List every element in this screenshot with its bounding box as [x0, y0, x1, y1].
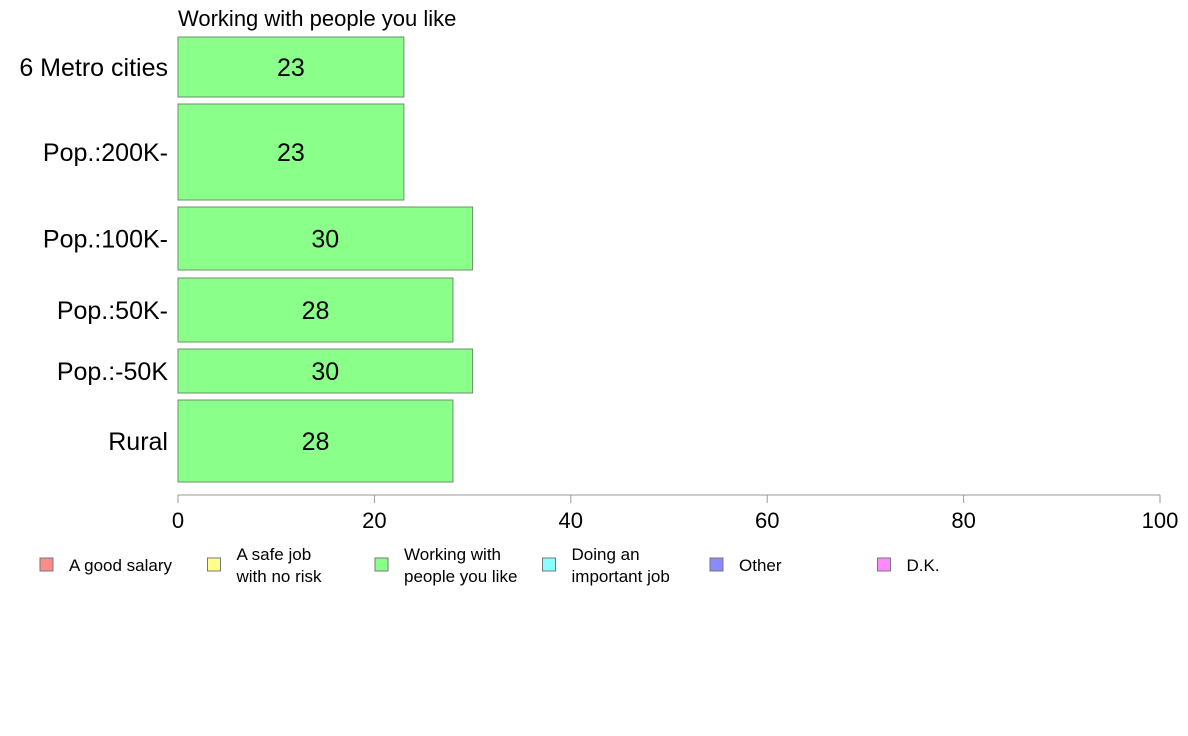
- legend-item-2: Working with people you like: [374, 545, 517, 586]
- data-label-5: 28: [302, 428, 330, 456]
- legend: A good salary A safe job with no risk Worki…: [39, 545, 940, 586]
- chart-title: Working with people you like: [178, 6, 456, 31]
- legend-label-2-0: Working with: [404, 545, 501, 564]
- legend-swatch-1: [207, 557, 221, 572]
- x-tick-label-0: 0: [172, 508, 184, 533]
- x-tick-label-4: 80: [951, 508, 975, 533]
- x-tick-label-2: 40: [559, 508, 583, 533]
- x-tick-label-3: 60: [755, 508, 779, 533]
- data-label-2: 30: [311, 226, 339, 254]
- legend-label-3-1: important job: [572, 567, 670, 586]
- legend-swatch-2: [374, 557, 389, 572]
- legend-label-1-0: A safe job: [237, 545, 312, 564]
- category-label-5: Rural: [108, 428, 168, 456]
- bar-1: [177, 103, 405, 201]
- bars-group: 6 Metro cities 23 Pop.:200K- 23 Pop.:100K- 30…: [19, 36, 474, 483]
- data-label-4: 30: [311, 358, 339, 386]
- bar-2: [177, 206, 474, 271]
- legend-label-1-1: with no risk: [236, 567, 323, 586]
- x-tick-label-1: 20: [362, 508, 386, 533]
- x-tick-label-5: 100: [1142, 508, 1179, 533]
- data-label-0: 23: [277, 54, 305, 82]
- legend-item-4: Other: [709, 556, 782, 575]
- category-label-1: Pop.:200K-: [43, 139, 168, 167]
- legend-swatch-4: [709, 557, 724, 572]
- category-label-4: Pop.:-50K: [57, 358, 169, 386]
- bar-5: [177, 399, 454, 483]
- bar-0: [177, 36, 405, 98]
- bar-3: [177, 277, 454, 343]
- category-label-2: Pop.:100K-: [43, 226, 168, 254]
- legend-item-0: A good salary: [39, 556, 173, 575]
- legend-label-4-0: Other: [739, 556, 782, 575]
- category-label-0: 6 Metro cities: [19, 54, 168, 82]
- bar-4: [177, 348, 474, 394]
- category-label-3: Pop.:50K-: [57, 297, 168, 325]
- data-label-3: 28: [302, 297, 330, 325]
- legend-label-0-0: A good salary: [69, 556, 173, 575]
- legend-swatch-3: [542, 557, 556, 572]
- legend-label-3-0: Doing an: [572, 545, 640, 564]
- legend-item-5: D.K.: [877, 556, 940, 575]
- legend-label-2-1: people you like: [404, 567, 517, 586]
- legend-item-1: A safe job with no risk: [207, 545, 323, 586]
- x-axis: 0 20 40 60 80 100: [172, 494, 1179, 533]
- legend-swatch-5: [877, 557, 891, 572]
- data-label-1: 23: [277, 139, 305, 167]
- legend-label-5-0: D.K.: [907, 556, 940, 575]
- legend-item-3: Doing an important job: [542, 545, 670, 586]
- legend-swatch-0: [39, 557, 54, 572]
